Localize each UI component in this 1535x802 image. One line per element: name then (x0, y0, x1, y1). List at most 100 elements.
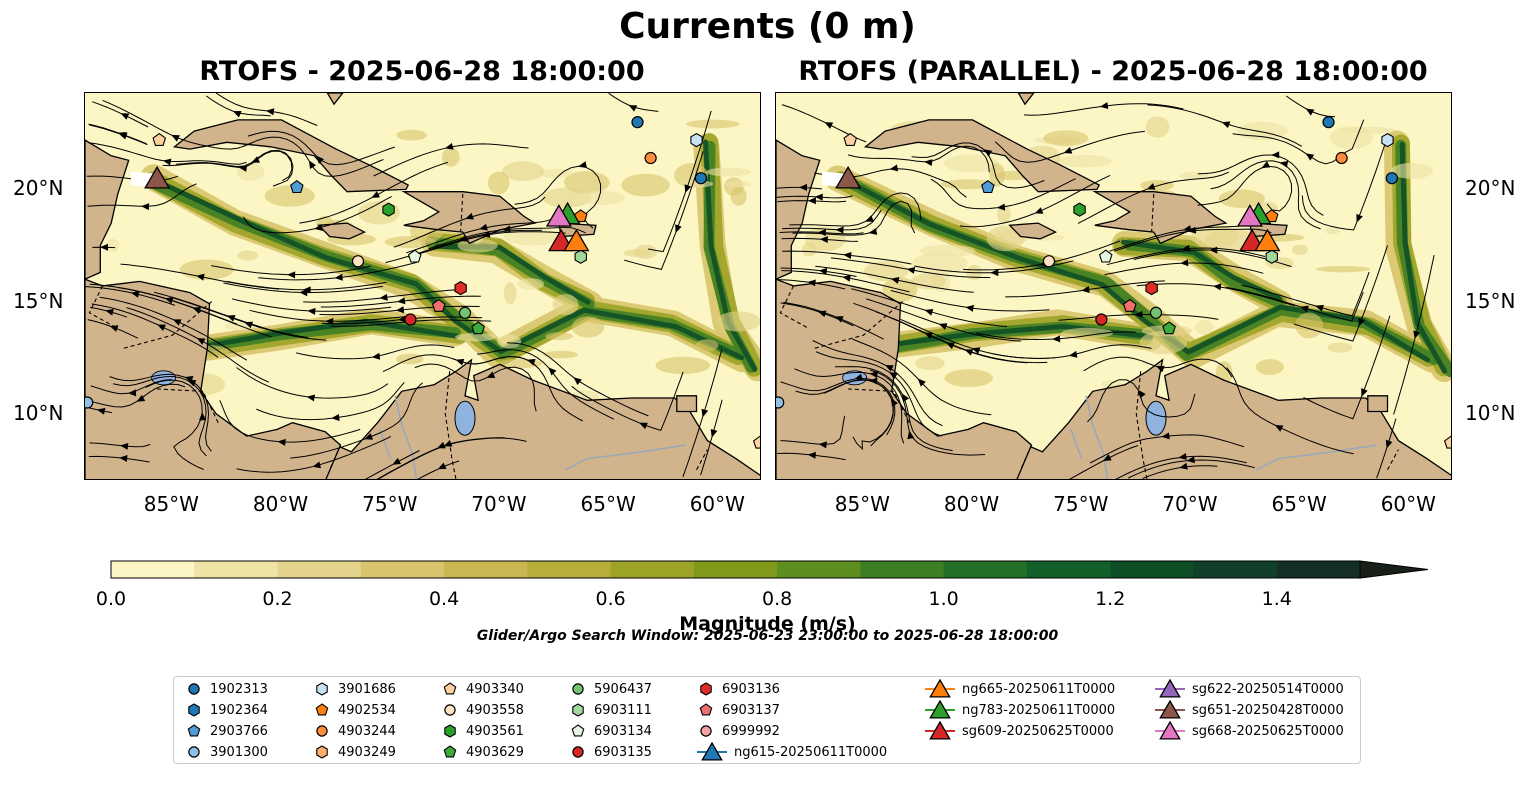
legend-label: 5906437 (594, 681, 652, 697)
float-marker-4902534[interactable] (573, 209, 588, 223)
float-marker-4903561[interactable] (1073, 202, 1086, 217)
float-marker-6903136[interactable] (454, 280, 467, 296)
legend-hexagon-icon[interactable] (316, 745, 328, 759)
legend-triangle-icon[interactable] (1159, 700, 1181, 719)
float-marker-6903135[interactable] (1095, 313, 1108, 326)
float-marker-5906437[interactable] (458, 306, 472, 319)
legend-circle-icon[interactable] (572, 746, 584, 758)
legend-circle-icon[interactable] (572, 683, 584, 695)
float-marker-4903340[interactable] (843, 132, 858, 146)
legend-marker-pentagon-icon (443, 682, 457, 695)
glider-marker-ng665-20250611T0000[interactable] (563, 228, 590, 252)
right-map-panel[interactable] (775, 92, 1452, 480)
float-marker-6903111[interactable] (1265, 249, 1278, 264)
right-panel-title: RTOFS (PARALLEL) - 2025-06-28 18:00:00 (798, 56, 1428, 87)
legend-circle-icon[interactable] (188, 683, 200, 695)
float-marker-6903136[interactable] (1145, 280, 1158, 296)
float-marker-1902313[interactable] (694, 172, 707, 185)
legend-label: ng783-20250611T0000 (962, 702, 1116, 718)
legend-triangle-icon[interactable] (1159, 721, 1181, 740)
float-marker-4903629[interactable] (1162, 321, 1176, 335)
colorbar-segment (610, 561, 695, 578)
x-tick-label: 65°W (580, 492, 636, 516)
float-marker-2903766[interactable] (981, 180, 995, 194)
legend-hexagon-icon[interactable] (700, 682, 712, 696)
legend-circle-icon[interactable] (316, 725, 328, 737)
legend-hexagon-icon[interactable] (444, 724, 456, 738)
legend-item: 4903629 (440, 742, 524, 762)
glider-marker-sg651-20250428T0000[interactable] (835, 165, 862, 189)
legend-marker-hexagon-icon (444, 724, 456, 738)
legend-label: 6999992 (722, 723, 780, 739)
float-marker-6903135[interactable] (404, 313, 417, 326)
legend-pentagon-icon[interactable] (315, 703, 329, 716)
legend-pentagon-icon[interactable] (699, 703, 713, 716)
legend-pentagon-icon[interactable] (571, 724, 585, 737)
yucatan-land (776, 139, 821, 280)
float-marker-6903134[interactable] (407, 249, 422, 263)
y-tick-label: 15°N (13, 288, 64, 313)
south-america-land (1016, 358, 1451, 479)
float-marker-1902313[interactable] (631, 116, 644, 129)
legend-hexagon-icon[interactable] (316, 682, 328, 696)
float-marker-4903340[interactable] (752, 435, 761, 449)
float-marker-3901300[interactable] (776, 396, 785, 409)
colorbar-segment (1276, 561, 1361, 578)
colorbar-segment (943, 561, 1028, 578)
legend-pentagon-icon[interactable] (443, 745, 457, 758)
float-marker-6903134[interactable] (1098, 249, 1113, 263)
float-marker-4903340[interactable] (1443, 435, 1452, 449)
float-marker-3901686[interactable] (1381, 132, 1394, 148)
legend-marker-pentagon-icon (571, 724, 585, 737)
y-tick-label: 20°N (1465, 176, 1516, 201)
float-marker-4902534[interactable] (1264, 209, 1279, 223)
left-map-panel[interactable] (84, 92, 761, 480)
colorbar-segment (1110, 561, 1194, 578)
legend-circle-icon[interactable] (700, 725, 712, 737)
float-marker-6903137[interactable] (1122, 298, 1137, 312)
legend-circle-icon[interactable] (188, 746, 200, 758)
legend-marker-triangle-icon (1155, 679, 1185, 698)
legend-item: 5906437 (568, 679, 652, 699)
float-marker-4903340[interactable] (152, 132, 167, 146)
legend-label: 2903766 (210, 723, 268, 739)
colorbar-tick-label: 1.4 (1261, 588, 1292, 610)
legend-item: sg609-20250625T0000 (924, 721, 1114, 741)
float-marker-4903561[interactable] (382, 202, 395, 217)
rivers (1070, 395, 1377, 479)
colorbar-tick-label: 0.8 (762, 588, 793, 610)
float-marker-1902313[interactable] (1385, 172, 1398, 185)
float-marker-4903244[interactable] (644, 151, 657, 165)
legend-triangle-icon[interactable] (1159, 679, 1181, 698)
glider-marker-sg668-20250625T0000[interactable] (1236, 204, 1263, 227)
x-tick-label: 85°W (834, 492, 890, 516)
float-marker-4903558[interactable] (1042, 255, 1056, 268)
legend-triangle-icon[interactable] (929, 679, 951, 698)
float-marker-4903244[interactable] (1335, 151, 1348, 165)
legend-triangle-icon[interactable] (701, 742, 723, 761)
legend-pentagon-icon[interactable] (443, 682, 457, 695)
glider-markers (835, 165, 1281, 252)
glider-marker-ng665-20250611T0000[interactable] (1254, 228, 1281, 252)
float-marker-1902313[interactable] (1322, 116, 1335, 129)
legend-hexagon-icon[interactable] (572, 703, 584, 717)
float-marker-6903137[interactable] (431, 298, 446, 312)
legend-circle-icon[interactable] (444, 704, 456, 716)
legend-triangle-icon[interactable] (929, 700, 951, 719)
bahamas-land (326, 93, 344, 106)
float-marker-4903629[interactable] (471, 321, 485, 335)
glider-marker-sg651-20250428T0000[interactable] (144, 165, 171, 189)
x-tick-label: 85°W (143, 492, 199, 516)
float-marker-3901300[interactable] (85, 396, 94, 409)
legend-marker-pentagon-icon (187, 724, 201, 737)
float-marker-4903558[interactable] (351, 255, 365, 268)
float-marker-6903111[interactable] (574, 249, 587, 264)
legend-pentagon-icon[interactable] (187, 724, 201, 737)
legend-triangle-icon[interactable] (929, 721, 951, 740)
legend-hexagon-icon[interactable] (188, 703, 200, 717)
float-marker-3901686[interactable] (690, 132, 703, 148)
cuba-land (863, 119, 1101, 193)
glider-marker-sg668-20250625T0000[interactable] (545, 204, 572, 227)
float-marker-2903766[interactable] (290, 180, 304, 194)
float-marker-5906437[interactable] (1149, 306, 1163, 319)
